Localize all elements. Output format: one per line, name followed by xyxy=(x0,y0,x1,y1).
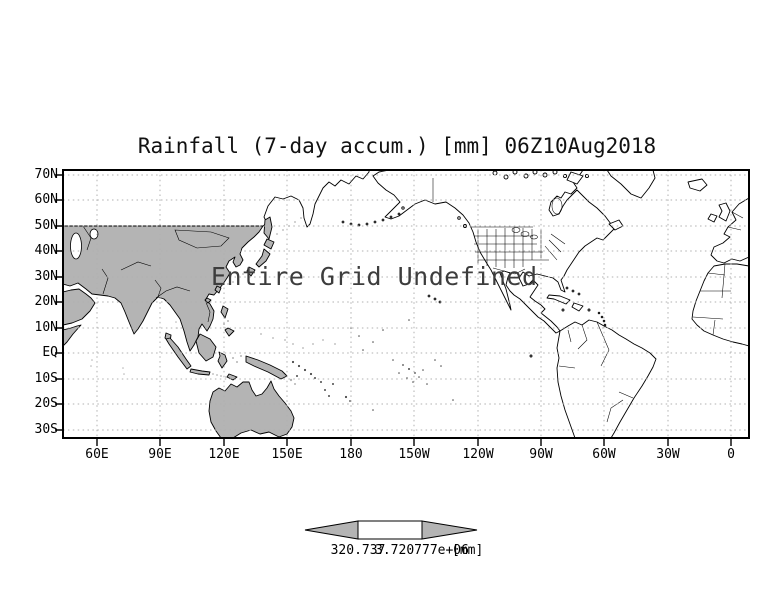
land-hokkaido xyxy=(263,238,275,250)
land-ireland xyxy=(707,213,718,223)
land-hainan xyxy=(204,297,212,304)
caspian-sea xyxy=(70,232,82,260)
lat-label: 20N xyxy=(34,294,58,309)
lon-label: 30W xyxy=(656,447,680,462)
land-australia xyxy=(208,380,295,438)
lat-ticks xyxy=(55,174,63,431)
lat-label: 10N xyxy=(34,320,58,335)
aral-sea xyxy=(89,228,99,240)
lat-label: 60N xyxy=(34,192,58,207)
inland-seas xyxy=(70,228,99,260)
lon-label: 150E xyxy=(271,447,303,462)
land-europe xyxy=(710,197,749,264)
land-java xyxy=(189,368,211,376)
lat-label: 10S xyxy=(34,371,58,386)
lon-ticks xyxy=(96,438,732,446)
land-asia xyxy=(63,225,264,352)
lat-label: 70N xyxy=(34,167,58,182)
gridlines xyxy=(63,170,749,438)
land-siberia xyxy=(63,170,370,228)
colorbar-max-label: 3.720777e+06 xyxy=(375,543,469,558)
world-map xyxy=(55,169,750,446)
map-frame xyxy=(62,169,750,439)
land-greenland xyxy=(606,170,656,199)
land-sumatra xyxy=(165,337,192,370)
lat-label: 40N xyxy=(34,243,58,258)
land-hispaniola xyxy=(571,302,584,312)
colorbar-min-label: 320.737 xyxy=(330,543,386,558)
land-africa xyxy=(691,263,749,347)
land-sulawesi xyxy=(217,351,228,369)
lon-label: 0 xyxy=(727,447,735,462)
lon-label: 120W xyxy=(462,447,494,462)
lon-label: 60E xyxy=(85,447,109,462)
lon-label: 150W xyxy=(398,447,430,462)
lat-label: 30S xyxy=(34,422,58,437)
colorbar-left-arrow xyxy=(304,520,359,540)
borders-gray-land xyxy=(82,225,230,323)
land-shaded xyxy=(63,216,336,438)
undefined-grid-message: Entire Grid Undefined xyxy=(211,262,538,291)
lon-label: 120E xyxy=(208,447,240,462)
land-kyushu xyxy=(246,266,256,277)
land-unshaded xyxy=(63,170,749,438)
colorbar-right-arrow xyxy=(421,520,478,540)
lon-label: 60W xyxy=(592,447,616,462)
lat-label: 20S xyxy=(34,396,58,411)
colorbar-unit-label: [mm] xyxy=(452,543,484,558)
lat-label: EQ xyxy=(42,345,58,360)
land-arabia xyxy=(63,288,96,326)
land-taiwan xyxy=(214,285,222,294)
land-iceland xyxy=(687,178,708,192)
land-newguinea xyxy=(245,355,288,380)
land-uk xyxy=(718,202,731,222)
land-honshu xyxy=(255,248,271,268)
lat-label: 50N xyxy=(34,218,58,233)
lon-label: 90W xyxy=(529,447,553,462)
colorbar xyxy=(304,520,478,540)
land-mindanao xyxy=(224,327,235,337)
lon-label: 180 xyxy=(339,447,363,462)
lon-label: 90E xyxy=(148,447,172,462)
land-luzon xyxy=(220,305,229,319)
colorbar-box xyxy=(357,520,423,540)
lat-label: 30N xyxy=(34,269,58,284)
land-borneo xyxy=(195,333,217,362)
borders-white-land xyxy=(432,178,744,423)
land-north-america xyxy=(372,170,616,334)
plot-title: Rainfall (7-day accum.) [mm] 06Z10Aug201… xyxy=(137,134,657,158)
land-sakhalin xyxy=(263,216,273,240)
